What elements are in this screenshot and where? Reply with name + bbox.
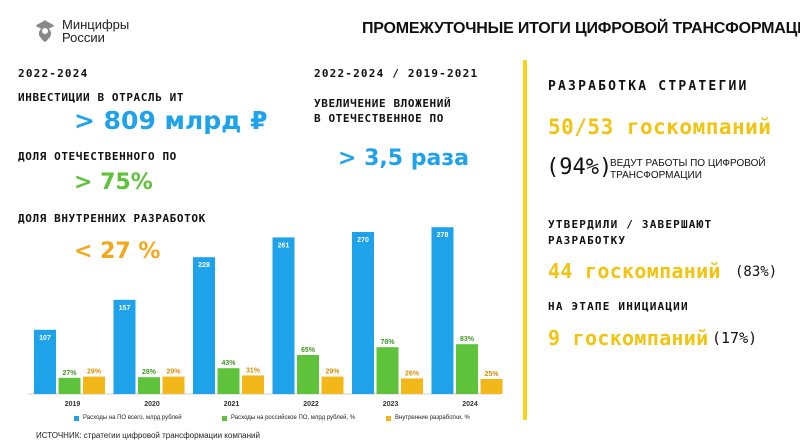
- legend-label-internal: Внутренние разработки, %: [395, 415, 470, 421]
- bar-russian-2020: [138, 377, 160, 394]
- bar-internal-2023: [401, 378, 423, 394]
- data-label-total-2020: 157: [119, 305, 131, 312]
- data-label-total-2021: 228: [198, 262, 210, 269]
- domestic-label: ДОЛЯ ОТЕЧЕСТВЕННОГО ПО: [18, 150, 177, 163]
- legend-item-total: Расходы на ПО всего, млрд рублей: [74, 415, 182, 421]
- bar-russian-2019: [58, 377, 81, 394]
- internal-label: ДОЛЯ ВНУТРЕННИХ РАЗРАБОТОК: [18, 212, 206, 225]
- data-label-russian-2019: 27%: [62, 370, 77, 377]
- data-label-internal-2019: 29%: [87, 369, 102, 376]
- legend-item-russian: Расходы на российское ПО, млрд рублей, %: [222, 415, 355, 421]
- approved-label-line1: УТВЕРДИЛИ / ЗАВЕРШАЮТ: [548, 218, 713, 231]
- strategy-heading: РАЗРАБОТКА СТРАТЕГИИ: [548, 79, 749, 94]
- invest-label: ИНВЕСТИЦИИ В ОТРАСЛЬ ИТ: [18, 91, 185, 104]
- legend-label-total: Расходы на ПО всего, млрд рублей: [83, 415, 182, 421]
- data-label-russian-2021: 43%: [221, 360, 236, 367]
- left-period: 2022-2024: [18, 67, 89, 80]
- data-label-total-2024: 278: [437, 232, 449, 239]
- domestic-value: > 75%: [74, 170, 153, 195]
- legend-swatch-green: [222, 415, 227, 421]
- data-label-total-2022: 261: [278, 242, 290, 249]
- legend-item-internal: Внутренние разработки, %: [386, 415, 470, 421]
- bar-internal-2019: [83, 376, 105, 394]
- bar-russian-2024: [456, 344, 478, 394]
- init-label: НА ЭТАПЕ ИНИЦИАЦИИ: [548, 300, 689, 313]
- companies-total: 50/53 госкомпаний: [548, 115, 772, 139]
- pct-94-text: ВЕДУТ РАБОТЫ ПО ЦИФРОВОЙ ТРАНСФОРМАЦИИ: [610, 158, 766, 182]
- pct-94-text-line1: ВЕДУТ РАБОТЫ ПО ЦИФРОВОЙ: [610, 158, 766, 169]
- logo-line1: Минцифры: [62, 17, 130, 32]
- data-label-internal-2020: 29%: [166, 369, 181, 376]
- data-label-russian-2023: 78%: [380, 339, 395, 346]
- internal-value: < 27 %: [74, 239, 161, 264]
- bar-total-2022: [272, 237, 295, 394]
- bar-total-2023: [352, 232, 374, 394]
- legend-swatch-blue: [74, 415, 79, 421]
- bar-russian-2022: [297, 355, 319, 394]
- bar-internal-2021: [242, 375, 264, 394]
- bar-internal-2020: [162, 376, 185, 394]
- bar-chart: 107 27% 29% 2019 157 28% 29% 2020 228 43% 31% 2021 2…: [28, 227, 503, 408]
- data-label-total-2019: 107: [39, 335, 51, 342]
- source-note: ИСТОЧНИК: стратегии цифровой трансформац…: [36, 431, 260, 440]
- approved-pct: (83%): [735, 264, 778, 280]
- increase-value: > 3,5 раза: [338, 146, 469, 171]
- logo-line2: России: [62, 30, 105, 45]
- data-label-russian-2020: 28%: [142, 369, 157, 376]
- emblem-icon: [36, 20, 54, 42]
- page-title: ПРОМЕЖУТОЧНЫЕ ИТОГИ ЦИФРОВОЙ ТРАНСФОРМАЦ…: [362, 20, 800, 37]
- x-tick-2024: 2024: [462, 401, 478, 408]
- middle-period: 2022-2024 / 2019-2021: [314, 67, 479, 80]
- ministry-logo: Минцифры России: [34, 18, 129, 44]
- increase-label-line1: УВЕЛИЧЕНИЕ ВЛОЖЕНИЙ: [314, 97, 452, 110]
- bar-total-2020: [113, 299, 136, 394]
- pct-94-text-line2: ТРАНСФОРМАЦИИ: [610, 170, 702, 181]
- bar-total-2019: [34, 329, 56, 394]
- pct-94: (94%): [546, 155, 613, 180]
- approved-value: 44 госкомпаний: [548, 259, 721, 283]
- x-tick-2020: 2020: [144, 401, 160, 408]
- init-value: 9 госкомпаний: [548, 326, 709, 350]
- bar-internal-2022: [321, 376, 344, 394]
- bar-russian-2021: [217, 368, 240, 394]
- logo-text: Минцифры России: [62, 18, 129, 44]
- bar-internal-2024: [480, 379, 503, 394]
- data-label-russian-2024: 83%: [460, 336, 475, 343]
- yellow-divider: [523, 60, 527, 420]
- data-label-internal-2024: 25%: [484, 371, 499, 378]
- data-label-internal-2022: 29%: [325, 369, 340, 376]
- data-label-internal-2023: 26%: [405, 370, 420, 377]
- legend-label-russian: Расходы на российское ПО, млрд рублей, %: [231, 415, 356, 421]
- bar-total-2024: [431, 227, 454, 394]
- bar-total-2021: [193, 257, 215, 394]
- init-pct: (17%): [712, 329, 758, 347]
- data-label-russian-2022: 65%: [301, 347, 316, 354]
- bar-russian-2023: [376, 347, 399, 394]
- approved-label-line2: РАЗРАБОТКУ: [548, 234, 627, 247]
- x-tick-2022: 2022: [303, 401, 319, 408]
- x-tick-2023: 2023: [383, 401, 399, 408]
- x-tick-2021: 2021: [224, 401, 240, 408]
- x-tick-2019: 2019: [65, 401, 81, 408]
- data-label-total-2023: 270: [357, 237, 369, 244]
- data-label-internal-2021: 31%: [246, 367, 261, 374]
- invest-value: > 809 млрд ₽: [74, 106, 268, 135]
- legend-swatch-orange: [386, 415, 391, 421]
- increase-label-line2: В ОТЕЧЕСТВЕННОЕ ПО: [314, 112, 445, 125]
